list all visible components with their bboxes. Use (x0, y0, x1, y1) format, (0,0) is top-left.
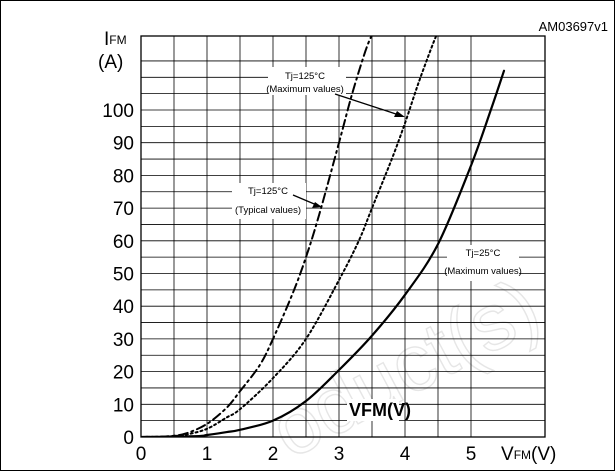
y-tick-label: 100 (102, 101, 134, 122)
inline-label-box (347, 399, 399, 421)
plot-grid (141, 36, 545, 437)
y-tick-label: 0 (123, 428, 134, 449)
annotation-tj125-max: Tj=125°C (Maximum values) (266, 67, 405, 117)
y-tick-label: 90 (113, 134, 134, 155)
annotation-box (232, 183, 306, 219)
figure-code: AM03697v1 (539, 19, 608, 34)
series-line-solid (141, 69, 506, 437)
y-tick-label: 50 (113, 265, 134, 286)
plot-area (140, 35, 546, 438)
x-tick-label: 5 (466, 444, 477, 465)
annotation-box (447, 245, 519, 281)
annotation-arrowhead (312, 202, 322, 208)
y-tick-label: 30 (113, 330, 134, 351)
curves-group (141, 36, 506, 437)
annotation-tj125-typ: Tj=125°C (Typical values) (232, 183, 322, 219)
x-tick-label: 2 (268, 444, 279, 465)
annotation-arrow-line (334, 93, 403, 117)
inline-label: VFM(V) (349, 400, 411, 420)
annotation-line2: (Maximum values) (266, 84, 344, 95)
annotation-line1: Tj=125°C (248, 186, 288, 197)
y-tick-label: 80 (113, 166, 134, 187)
annotation-arrowhead (394, 111, 405, 117)
y-tick-label: 60 (113, 232, 134, 253)
y-tick-label: 10 (113, 395, 134, 416)
x-tick-label: 3 (334, 444, 345, 465)
annotation-box (268, 67, 346, 95)
x-tick-label: 1 (202, 444, 213, 465)
annotation-line2: (Typical values) (235, 205, 301, 216)
x-axis-title: VFM(V) (501, 444, 556, 465)
annotation-tj25-max: Tj=25°C (Maximum values) (444, 245, 522, 281)
x-tick-label: 4 (400, 444, 411, 465)
y-tick-label: 70 (113, 199, 134, 220)
annotation-line2: (Maximum values) (444, 266, 522, 277)
annotation-line1: Tj=125°C (285, 71, 325, 82)
annotation-line1: Tj=25°C (466, 248, 501, 259)
series-line-dotted (141, 36, 438, 437)
y-tick-label: 40 (113, 297, 134, 318)
y-axis-unit: (A) (98, 52, 123, 73)
x-tick-label: 0 (136, 444, 147, 465)
y-axis-title: IFM (104, 29, 127, 50)
y-tick-label: 20 (113, 363, 134, 384)
axis-ticks: 0 10 20 30 40 50 60 70 80 90 100 0 1 2 3 4 5 (102, 101, 476, 465)
